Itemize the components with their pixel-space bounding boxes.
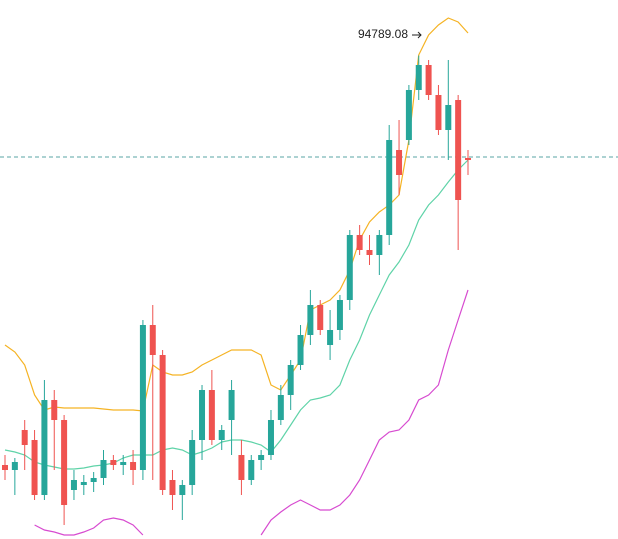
candle-body	[435, 95, 442, 130]
candle-body	[405, 90, 412, 140]
candle-body	[356, 235, 363, 250]
candle-body	[346, 235, 353, 300]
candle-body	[208, 390, 215, 440]
candle-body	[238, 455, 245, 480]
candle-body	[327, 330, 334, 345]
band-line	[4, 17, 469, 412]
candle-body	[149, 325, 156, 355]
candle-body	[248, 460, 255, 480]
candle-body	[267, 420, 274, 455]
candle-body	[110, 460, 117, 465]
candle-body	[336, 300, 343, 330]
candle-body	[21, 430, 28, 445]
band-line	[34, 289, 469, 536]
candle-body	[90, 478, 97, 482]
candle-body	[386, 140, 393, 235]
candle-body	[130, 462, 137, 470]
candle-body	[31, 440, 38, 495]
candle-body	[70, 480, 77, 490]
candle-body	[179, 485, 186, 495]
candle-body	[120, 462, 127, 465]
candle-body	[189, 440, 196, 485]
candle-body	[307, 305, 314, 335]
candle-body	[218, 430, 225, 440]
candle-body	[277, 395, 284, 420]
candle-body	[228, 390, 235, 420]
candle-body	[41, 400, 48, 495]
high-annotation: 94789.08	[358, 27, 408, 41]
candle-body	[445, 105, 452, 130]
candle-body	[287, 365, 294, 395]
candle-body	[366, 250, 373, 255]
candle-body	[100, 460, 107, 478]
candle-body	[297, 335, 304, 365]
band-line	[4, 159, 469, 470]
candle-body	[51, 400, 58, 420]
candle-body	[169, 480, 176, 495]
candle-body	[376, 235, 383, 255]
candle-body	[415, 65, 422, 90]
candle-body	[465, 158, 471, 160]
candle-body	[258, 455, 265, 460]
candle-body	[159, 355, 166, 490]
candle-body	[425, 65, 432, 95]
candle-body	[317, 305, 324, 330]
candle-body	[80, 482, 87, 485]
candle-body	[61, 420, 68, 505]
candle-body	[2, 465, 8, 470]
annotation-arrowhead	[417, 31, 422, 39]
candle-body	[139, 325, 146, 470]
candle-body	[455, 100, 462, 200]
candle-body	[11, 462, 18, 470]
candle-body	[396, 150, 403, 175]
candle-body	[199, 390, 206, 440]
